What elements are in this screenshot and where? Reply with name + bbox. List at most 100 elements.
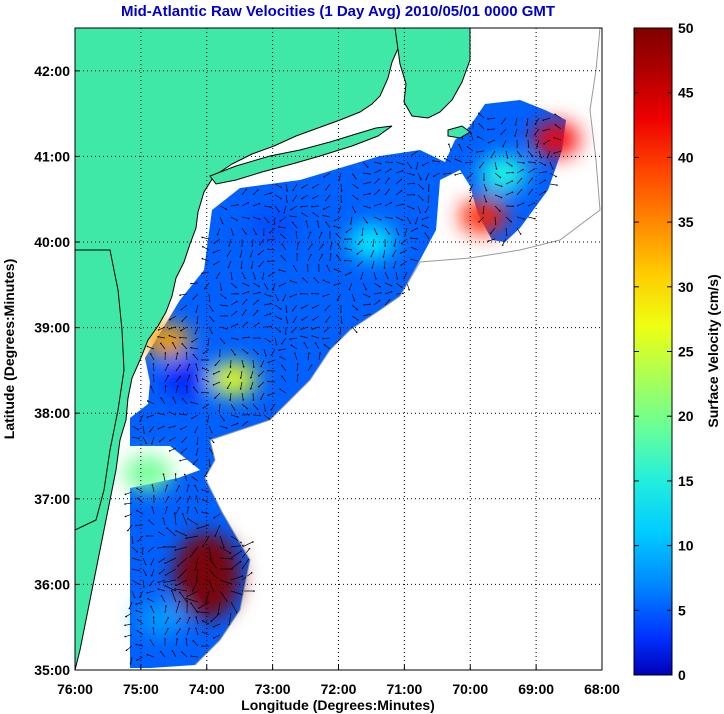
velocity-arrow <box>357 249 364 255</box>
velocity-arrow-head <box>179 628 181 631</box>
velocity-arrow <box>177 557 188 567</box>
velocity-arrow-head <box>196 322 198 324</box>
velocity-arrow-head <box>168 334 171 337</box>
velocity-arrow-head <box>141 553 144 555</box>
velocity-arrow-head <box>129 663 132 665</box>
velocity-arrow-head <box>399 252 402 254</box>
velocity-arrow-head <box>195 310 198 313</box>
velocity-arrow-head <box>201 378 204 380</box>
velocity-arrow <box>163 474 166 482</box>
velocity-arrow-head <box>286 201 288 203</box>
velocity-arrow <box>178 568 188 578</box>
velocity-arrow <box>417 183 424 190</box>
velocity-arrow-head <box>336 299 339 301</box>
velocity-arrow <box>164 496 169 504</box>
velocity-arrow-head <box>476 151 478 153</box>
velocity-arrow-head <box>201 391 203 394</box>
velocity-arrow <box>172 342 177 350</box>
velocity-arrow-head <box>225 208 228 211</box>
velocity-arrow-head <box>289 215 291 217</box>
velocity-arrow-head <box>280 255 283 257</box>
velocity-arrow <box>230 403 235 411</box>
velocity-arrow-head <box>357 243 360 246</box>
velocity-arrow <box>527 189 533 196</box>
velocity-arrow-head <box>212 625 215 628</box>
velocity-arrow <box>312 335 320 339</box>
velocity-arrow <box>301 304 309 309</box>
x-axis: 76:00 75:00 74:00 73:00 72:00 71:00 70:00 69:00… <box>57 665 620 697</box>
velocity-arrow-head <box>181 651 183 653</box>
velocity-arrow <box>208 326 213 334</box>
velocity-arrow-head <box>158 561 161 563</box>
velocity-arrow-head <box>208 300 211 302</box>
velocity-arrow <box>301 212 309 218</box>
velocity-arrow <box>150 557 155 565</box>
velocity-arrow <box>187 518 199 526</box>
velocity-arrow <box>422 216 430 220</box>
velocity-arrow-head <box>270 206 272 208</box>
velocity-arrow-head <box>313 277 315 279</box>
velocity-arrow-head <box>279 355 281 358</box>
velocity-arrow <box>422 161 430 166</box>
velocity-arrow <box>216 271 221 279</box>
velocity-arrow <box>444 158 452 163</box>
velocity-arrow-head <box>280 342 283 345</box>
velocity-arrow <box>241 392 244 400</box>
velocity-region-delmarva-shelf <box>162 360 211 397</box>
y-tick-label: 41:00 <box>34 148 70 164</box>
velocity-arrow-head <box>482 212 485 214</box>
velocity-arrow-head <box>166 506 168 509</box>
velocity-arrow <box>301 205 309 208</box>
velocity-arrow <box>534 128 540 135</box>
velocity-arrow <box>125 513 133 517</box>
velocity-arrow <box>516 189 522 196</box>
velocity-arrow-head <box>166 484 169 487</box>
velocity-arrow-head <box>168 426 170 429</box>
velocity-arrow-head <box>378 189 380 192</box>
velocity-arrow-head <box>368 206 371 209</box>
velocity-arrow-head <box>158 531 160 534</box>
velocity-arrow <box>307 244 313 251</box>
velocity-arrow-head <box>223 546 225 549</box>
velocity-arrow-head <box>379 203 382 205</box>
velocity-arrow-head <box>355 331 358 334</box>
velocity-region-chesapeake-shelf <box>123 455 172 492</box>
velocity-arrow <box>458 144 463 152</box>
velocity-arrow-head <box>356 308 359 311</box>
velocity-arrow <box>325 304 331 311</box>
velocity-arrow <box>392 249 397 257</box>
velocity-arrow-head <box>368 313 371 316</box>
velocity-arrow-head <box>329 231 331 233</box>
velocity-arrow-head <box>379 285 381 288</box>
velocity-arrow <box>543 128 551 131</box>
bathymetry-contour <box>194 28 601 666</box>
velocity-arrow <box>554 137 562 141</box>
velocity-arrow-head <box>237 338 239 341</box>
velocity-arrow <box>230 590 243 595</box>
velocity-arrow <box>318 254 323 262</box>
velocity-arrow-head <box>168 328 171 330</box>
velocity-arrow <box>180 413 188 416</box>
velocity-arrow <box>131 535 134 543</box>
land-mass-nantucket <box>447 125 471 139</box>
velocity-arrow-head <box>124 635 126 638</box>
velocity-arrow <box>202 511 210 515</box>
velocity-arrow <box>351 304 358 310</box>
velocity-arrow-head <box>201 272 203 275</box>
velocity-arrow-head <box>267 248 269 251</box>
velocity-arrow <box>192 293 199 300</box>
velocity-arrow <box>258 249 265 255</box>
colorbar-tick-label: 5 <box>678 602 686 618</box>
velocity-arrow-head <box>239 388 242 390</box>
velocity-arrow <box>516 169 524 174</box>
velocity-arrow <box>263 414 270 420</box>
velocity-arrow <box>251 238 254 246</box>
velocity-arrow-head <box>232 233 234 236</box>
velocity-arrow <box>126 645 133 651</box>
velocity-arrow-head <box>277 299 279 302</box>
velocity-arrow-head <box>379 169 382 171</box>
chart-title: Mid-Atlantic Raw Velocities (1 Day Avg) … <box>121 3 555 20</box>
velocity-arrow-head <box>345 231 348 233</box>
velocity-arrow <box>164 375 169 383</box>
velocity-arrow-head <box>206 421 209 423</box>
